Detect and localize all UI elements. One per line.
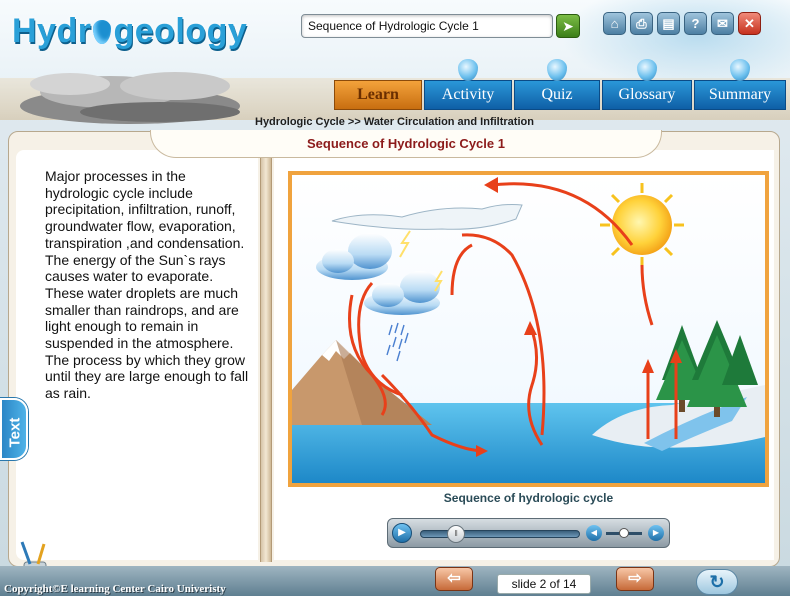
seek-slider[interactable]: ‖ [420,525,580,543]
cloud-rain [364,271,440,315]
tab-label: Learn [357,86,399,103]
water-drop-icon [637,59,657,81]
notes-icon[interactable]: ▤ [657,12,680,35]
arrow-left-icon: ⇨ [447,570,461,587]
print-icon[interactable]: ⎙ [630,12,653,35]
breadcrumb-separator: >> [347,116,361,128]
tab-activity[interactable]: Activity [424,59,512,110]
hydrologic-cycle-diagram [288,171,769,487]
volume-up-icon[interactable]: ▶ [648,525,664,541]
panel-divider [260,150,272,562]
diagram-caption: Sequence of hydrologic cycle [443,491,614,505]
logo-text-end: geology [113,12,248,50]
water-drop-icon [547,59,567,81]
prev-slide-button[interactable]: ⇨ [435,567,473,591]
logo-text-start: Hydr [12,12,92,50]
seek-handle[interactable]: ‖ [447,525,466,543]
main-nav: Learn Activity Quiz Glossary Summary [334,59,788,110]
help-icon[interactable]: ? [684,12,707,35]
sun [600,183,684,267]
search-input[interactable]: Sequence of Hydrologic Cycle 1 [301,14,553,38]
tab-label: Activity [441,86,495,103]
slide-counter: slide 2 of 14 [497,574,591,594]
volume-down-icon[interactable]: ◀ [586,525,602,541]
stream [644,397,747,451]
breadcrumb-page: Water Circulation and Infiltration [363,116,534,128]
cycle-arrows [348,182,678,453]
tab-learn[interactable]: Learn [334,80,422,110]
refresh-icon[interactable]: ↻ [696,569,738,595]
tab-label: Quiz [541,86,573,103]
arrow-right-icon: ⇨ [628,570,642,587]
toolbar: ⌂ ⎙ ▤ ? ✉ ✕ [603,12,761,35]
body-text: Major processes in the hydrologic cycle … [45,168,249,402]
text-side-tab-label: Text [6,417,24,448]
tab-label: Summary [708,86,772,103]
lightning [399,230,411,258]
play-button[interactable]: ▶ [392,523,412,543]
rain [386,322,409,362]
text-side-tab[interactable]: Text [0,398,28,460]
cloud-left [316,233,392,280]
play-icon: ▶ [398,527,406,538]
search-go-button[interactable]: ➤ [556,14,580,38]
water-drop-icon [458,59,478,81]
tab-quiz[interactable]: Quiz [514,59,600,110]
arrow-heads [476,177,682,457]
mail-icon[interactable]: ✉ [711,12,734,35]
tab-summary[interactable]: Summary [694,59,786,110]
breadcrumb: Hydrologic Cycle >> Water Circulation an… [255,116,534,128]
water-drop-icon [730,59,750,81]
page-title: Sequence of Hydrologic Cycle 1 [150,130,662,158]
copyright-text: Copyright©E learning Center Cairo Univer… [4,583,226,595]
media-controls: ▶ ‖ ◀ ▶ [387,518,670,548]
breadcrumb-section[interactable]: Hydrologic Cycle [255,116,345,128]
footer [0,566,790,596]
text-area [16,150,258,560]
cloud-high [331,204,523,230]
next-slide-button[interactable]: ⇨ [616,567,654,591]
home-icon[interactable]: ⌂ [603,12,626,35]
volume-handle[interactable] [619,528,629,538]
diagram-illustration [292,175,765,483]
water-drop-icon [93,20,112,44]
tree-group [656,320,758,417]
tab-label: Glossary [618,86,676,103]
arrow-right-icon: ➤ [562,18,574,34]
tab-glossary[interactable]: Glossary [602,59,692,110]
app-logo: Hydr geology [12,12,247,51]
close-icon[interactable]: ✕ [738,12,761,35]
rocks-decoration [20,72,240,124]
